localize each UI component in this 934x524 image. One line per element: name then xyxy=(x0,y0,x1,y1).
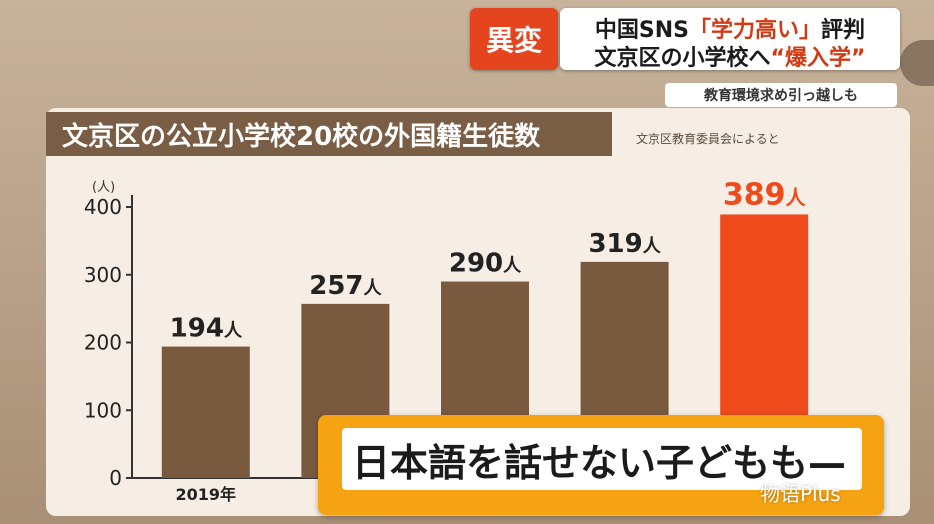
caption-line-2-highlight: “爆入学” xyxy=(770,46,866,71)
bar-value-unit: 人 xyxy=(643,236,662,257)
bar-value-unit: 人 xyxy=(503,256,522,277)
chart-source-note: 文京区教育委員会によると xyxy=(636,132,780,146)
caption-line-1-pre: 中国SNS xyxy=(594,18,690,43)
bar-value-label: 290人 xyxy=(449,249,522,279)
y-tick-label: 100 xyxy=(84,398,122,422)
bar-value-number: 389 xyxy=(723,177,786,212)
chart-title: 文京区の公立小学校20校の外国籍生徒数 xyxy=(46,112,612,156)
bar-value-unit: 人 xyxy=(364,278,383,299)
y-tick-label: 300 xyxy=(84,263,122,287)
bar-value-unit: 人 xyxy=(224,321,243,342)
bar-value-number: 257 xyxy=(309,271,363,301)
y-tick-label: 200 xyxy=(84,331,122,355)
bar xyxy=(161,346,250,478)
caption-line-2-pre: 文京区の小学校へ xyxy=(594,46,771,71)
caption-tag: 異変 xyxy=(470,8,558,70)
y-axis-unit-label: (人) xyxy=(92,180,116,195)
decorative-shape xyxy=(900,40,934,86)
caption-line-2: 文京区の小学校へ“爆入学” xyxy=(560,40,900,72)
y-tick-label: 400 xyxy=(84,195,122,219)
caption-line-1-post: 評判 xyxy=(821,18,866,43)
bar-value-label: 319人 xyxy=(588,229,661,259)
caption-line-1-highlight: 「学力高い」 xyxy=(689,18,822,43)
watermark: 物语Plus xyxy=(760,482,841,506)
caption-line-1: 中国SNS「学力高い」評判 xyxy=(560,12,900,44)
bar-value-number: 194 xyxy=(170,314,224,344)
sub-caption: 教育環境求め引っ越しも xyxy=(665,83,897,107)
bar-value-unit: 人 xyxy=(786,185,807,209)
bar-value-number: 319 xyxy=(588,229,642,259)
bar-value-label: 257人 xyxy=(309,271,382,301)
x-category-label: 2019年 xyxy=(176,485,237,504)
y-tick-label: 0 xyxy=(109,466,122,490)
bar-value-label: 194人 xyxy=(170,314,243,344)
caption-box: 中国SNS「学力高い」評判 文京区の小学校へ“爆入学” xyxy=(560,8,900,72)
subtitle-text: 日本語を話せない子どもも— xyxy=(342,428,862,490)
bar-value-label: 389人 xyxy=(723,177,807,212)
bar-value-number: 290 xyxy=(449,249,503,279)
